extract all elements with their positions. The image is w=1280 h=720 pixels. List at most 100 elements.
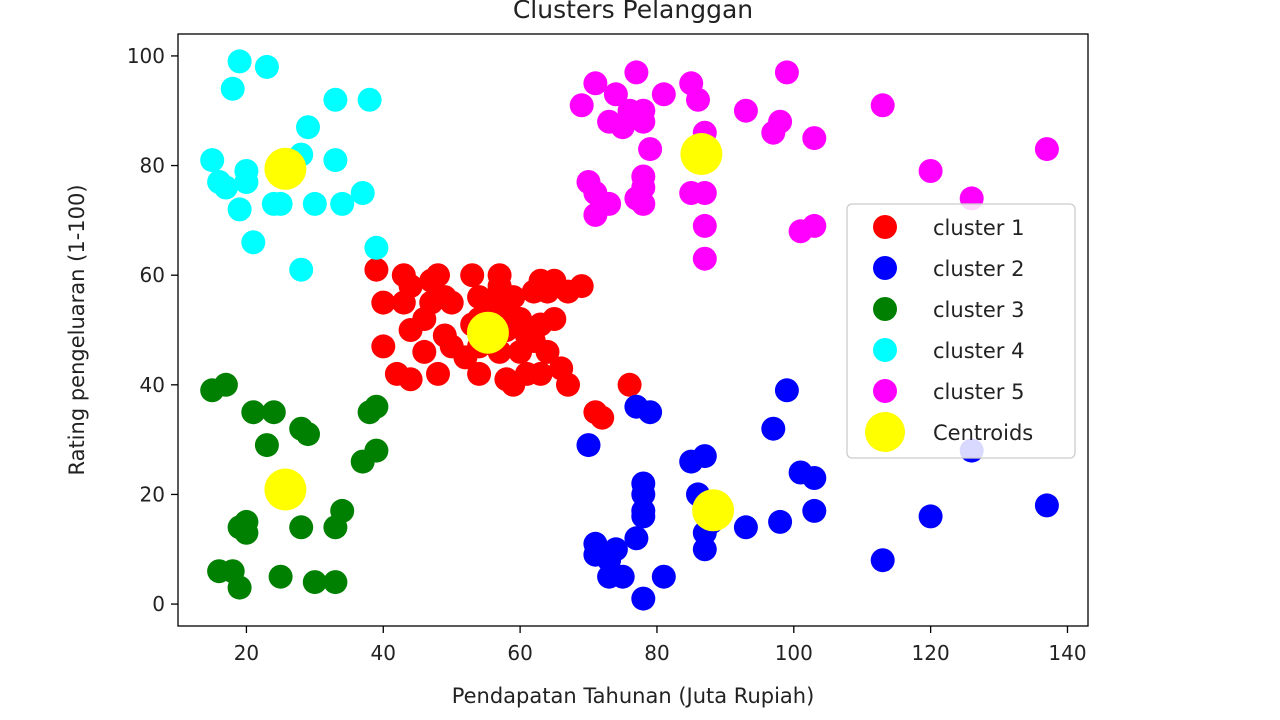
y-tick-label: 20 <box>140 482 165 506</box>
cluster-3-point <box>234 520 259 545</box>
cluster-3-point <box>296 422 320 447</box>
cluster-2-point <box>1034 493 1059 518</box>
cluster-4-point <box>364 235 389 260</box>
cluster-1-point <box>460 263 485 288</box>
x-tick-label: 120 <box>912 641 950 665</box>
legend-marker <box>873 256 897 280</box>
cluster-5-point <box>597 191 622 216</box>
cluster-4-point <box>323 87 348 112</box>
cluster-2-point <box>761 416 786 441</box>
centroid-point <box>680 133 723 175</box>
legend-box <box>846 203 1076 459</box>
cluster-2-point <box>638 400 663 425</box>
cluster-5-point <box>603 82 628 107</box>
centroid-point <box>692 489 735 532</box>
legend-label: Centroids <box>933 421 1033 445</box>
cluster-2-point <box>918 504 943 529</box>
legend-marker <box>873 297 897 321</box>
cluster-5-point <box>631 191 656 216</box>
x-tick-label: 80 <box>644 641 669 665</box>
cluster-3-point <box>227 575 252 600</box>
chart-legend: cluster 1 cluster 2 cluster 3 cluster 4 clus… <box>846 203 1076 459</box>
cluster-1-point <box>453 345 478 370</box>
cluster-5-point <box>802 126 827 151</box>
cluster-2-point <box>774 378 799 403</box>
cluster-4-point <box>220 76 245 101</box>
cluster-5-point <box>870 93 895 118</box>
cluster-3-point <box>261 400 286 425</box>
cluster-2-point <box>603 537 628 562</box>
cluster-1-point <box>439 290 464 315</box>
cluster-1-point <box>371 334 396 359</box>
x-tick-label: 140 <box>1048 641 1086 665</box>
cluster-5-point <box>1034 137 1059 162</box>
cluster-3-point <box>364 438 389 463</box>
cluster-4-point <box>350 181 375 205</box>
y-axis-ticks: 0 20 40 60 80 100 <box>127 44 178 616</box>
cluster-1-point <box>556 372 580 397</box>
cluster-5-point <box>768 109 793 134</box>
legend-marker <box>865 412 905 452</box>
cluster-3-point <box>213 372 238 397</box>
cluster-4-point <box>227 197 252 222</box>
cluster-1-point <box>569 274 594 299</box>
legend-label: cluster 1 <box>933 216 1024 240</box>
cluster-2-point <box>768 509 793 534</box>
cluster-2-point <box>610 564 635 589</box>
cluster-5-point <box>692 181 717 205</box>
cluster-4-point <box>302 191 327 216</box>
y-tick-label: 0 <box>152 592 165 616</box>
cluster-1-point <box>426 263 450 288</box>
cluster-1-point <box>398 367 423 392</box>
centroid-point <box>264 147 307 190</box>
cluster-5-point <box>692 246 717 271</box>
cluster-4-point <box>330 191 355 216</box>
legend-marker <box>873 338 897 362</box>
legend-label: cluster 4 <box>933 339 1024 363</box>
cluster-1-point <box>617 372 642 397</box>
x-tick-label: 60 <box>507 641 532 665</box>
cluster-5-point <box>692 213 717 238</box>
cluster-5-point <box>774 60 799 85</box>
cluster-5-point <box>638 137 663 162</box>
cluster-5-point <box>583 71 608 96</box>
cluster-3-point <box>289 515 314 540</box>
cluster-2-point <box>631 504 656 529</box>
cluster-2-point <box>802 498 827 523</box>
cluster-5-point <box>631 164 656 189</box>
cluster-1-point <box>590 405 615 430</box>
cluster-2-point <box>651 564 676 589</box>
x-axis-label: Pendapatan Tahunan (Juta Rupiah) <box>452 684 815 708</box>
cluster-2-point <box>692 444 717 469</box>
centroid-point <box>466 311 509 354</box>
cluster-2-point <box>624 526 649 551</box>
cluster-2-point <box>870 548 895 573</box>
cluster-5-point <box>569 93 594 118</box>
cluster-4-point <box>254 54 279 79</box>
x-tick-label: 40 <box>371 641 396 665</box>
cluster-2-point <box>631 482 656 507</box>
cluster-5-point <box>733 98 758 123</box>
plot-frame <box>177 33 1089 627</box>
x-axis-ticks: 20 40 60 80 100 120 140 <box>234 626 1087 665</box>
x-tick-label: 20 <box>234 641 259 665</box>
y-axis-label: Rating pengeluaran (1-100) <box>65 184 89 475</box>
cluster-3-point <box>323 570 348 595</box>
cluster-3-point <box>268 564 293 589</box>
cluster-5-point <box>918 159 943 183</box>
cluster-4-point <box>241 230 266 255</box>
y-tick-label: 80 <box>140 154 165 178</box>
cluster-4-point <box>213 175 238 200</box>
legend-label: cluster 3 <box>933 298 1024 322</box>
cluster-1-point <box>398 274 423 299</box>
cluster-1-point <box>501 285 526 310</box>
cluster-3-point <box>241 400 266 425</box>
x-tick-label: 100 <box>775 641 813 665</box>
cluster-1-point <box>426 361 450 386</box>
cluster-5-point <box>624 60 649 85</box>
cluster-2-point <box>576 433 601 458</box>
cluster-1-point <box>528 361 553 386</box>
cluster-1-point <box>371 290 396 315</box>
cluster-1-point <box>364 257 389 282</box>
cluster-4-point <box>234 159 259 183</box>
